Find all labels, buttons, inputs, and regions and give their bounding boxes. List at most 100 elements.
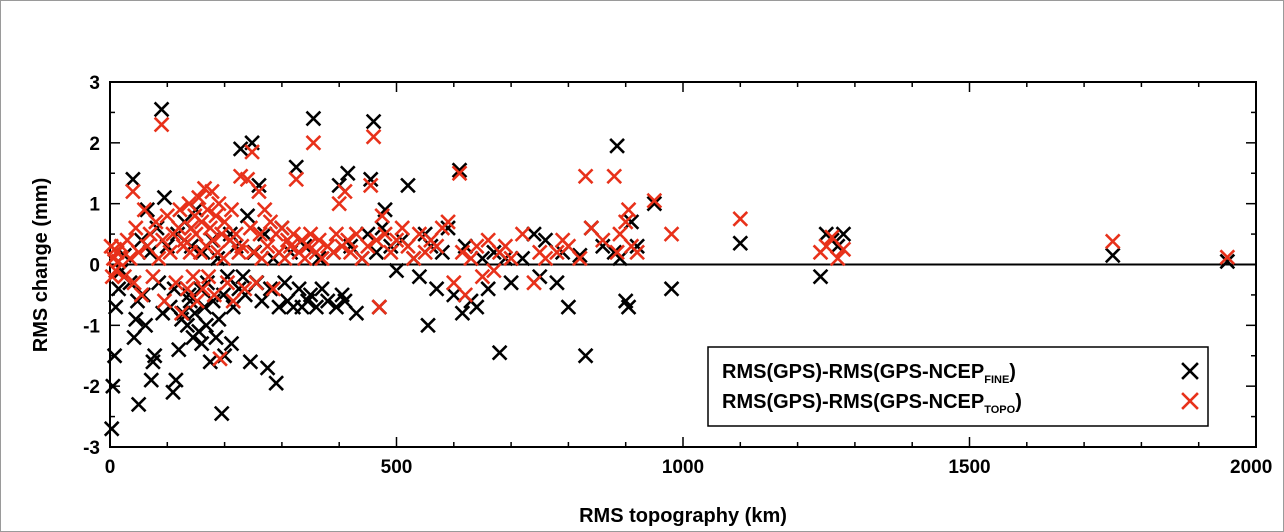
data-point <box>374 207 391 224</box>
data-point <box>110 280 127 297</box>
data-point <box>154 232 171 249</box>
data-point <box>181 195 197 212</box>
legend-topo-close: ) <box>1015 391 1022 413</box>
data-point <box>1104 247 1121 264</box>
data-point <box>302 226 319 242</box>
data-point <box>271 299 287 315</box>
legend-fine-close: ) <box>1009 361 1016 383</box>
data-point <box>325 244 342 261</box>
data-point <box>457 287 474 303</box>
data-point <box>236 280 253 297</box>
data-point <box>594 232 611 249</box>
data-points <box>103 101 1236 437</box>
data-point <box>251 177 267 194</box>
data-point <box>137 317 154 334</box>
data-point <box>156 189 173 206</box>
data-point <box>225 293 242 309</box>
data-point <box>468 299 485 315</box>
y-tick-label: -2 <box>83 377 100 398</box>
legend-marker-fine <box>1181 362 1199 380</box>
data-point <box>835 226 852 242</box>
data-point <box>305 110 322 127</box>
data-point <box>445 287 462 303</box>
data-point <box>480 232 497 249</box>
data-point <box>153 116 170 133</box>
data-point <box>388 262 405 279</box>
data-point <box>148 214 164 230</box>
data-point <box>328 299 345 315</box>
data-point <box>252 226 268 242</box>
data-point <box>146 347 163 364</box>
data-point <box>208 207 224 224</box>
data-point <box>328 226 345 242</box>
data-point <box>170 341 187 358</box>
data-point <box>150 250 167 267</box>
data-point <box>463 250 479 267</box>
data-point <box>537 232 554 249</box>
data-point <box>168 274 184 291</box>
legend-fine-main: RMS(GPS)-RMS(GPS-NCEP <box>722 361 984 383</box>
data-point <box>454 305 471 322</box>
data-point <box>368 232 385 249</box>
data-point <box>211 195 227 212</box>
data-point <box>125 171 141 188</box>
x-tick-label: 500 <box>381 457 413 478</box>
series-topo <box>103 116 1236 367</box>
data-point <box>451 162 468 179</box>
data-point <box>1219 249 1236 266</box>
data-point <box>305 134 322 151</box>
data-point <box>354 250 370 267</box>
data-point <box>365 113 382 130</box>
data-point <box>254 293 270 309</box>
legend-marker <box>1181 392 1199 410</box>
data-point <box>314 250 330 267</box>
y-axis-title: RMS change (mm) <box>30 178 52 352</box>
data-point <box>617 214 634 230</box>
data-point <box>133 287 150 303</box>
data-point <box>732 235 749 252</box>
x-tick-label: 1500 <box>948 457 990 478</box>
legend-topo-main: RMS(GPS)-RMS(GPS-NCEP <box>722 391 984 413</box>
data-point <box>225 299 242 315</box>
data-point <box>219 274 236 291</box>
data-point <box>156 293 173 309</box>
data-point <box>388 232 405 249</box>
data-point <box>606 168 623 185</box>
data-point <box>259 360 276 376</box>
data-point <box>199 201 216 218</box>
data-point <box>314 280 330 297</box>
data-point <box>620 201 637 218</box>
data-point <box>193 214 210 230</box>
data-point <box>205 232 221 249</box>
data-point <box>142 226 158 242</box>
data-point <box>503 274 519 291</box>
data-point <box>440 220 456 236</box>
data-point <box>172 201 188 218</box>
data-point <box>209 250 226 267</box>
data-point <box>480 280 497 297</box>
data-point <box>288 159 305 176</box>
data-point <box>107 299 124 315</box>
data-point <box>503 250 519 267</box>
data-point <box>646 195 663 212</box>
data-point <box>212 350 228 367</box>
data-point <box>411 226 428 242</box>
data-point <box>233 238 250 255</box>
data-point <box>223 201 240 218</box>
data-point <box>285 226 302 242</box>
data-point <box>549 244 565 261</box>
data-point <box>829 250 846 267</box>
data-point <box>629 244 645 261</box>
data-point <box>282 238 299 255</box>
y-tick-label: 3 <box>89 73 100 94</box>
data-point <box>200 268 217 285</box>
data-point <box>235 268 251 285</box>
data-point <box>162 244 179 261</box>
data-point <box>337 183 353 200</box>
data-point <box>577 347 594 364</box>
data-point <box>360 238 376 255</box>
legend-fine-sub: FINE <box>984 374 1009 386</box>
data-point <box>196 180 213 197</box>
data-point <box>818 238 835 255</box>
data-point <box>560 238 577 255</box>
